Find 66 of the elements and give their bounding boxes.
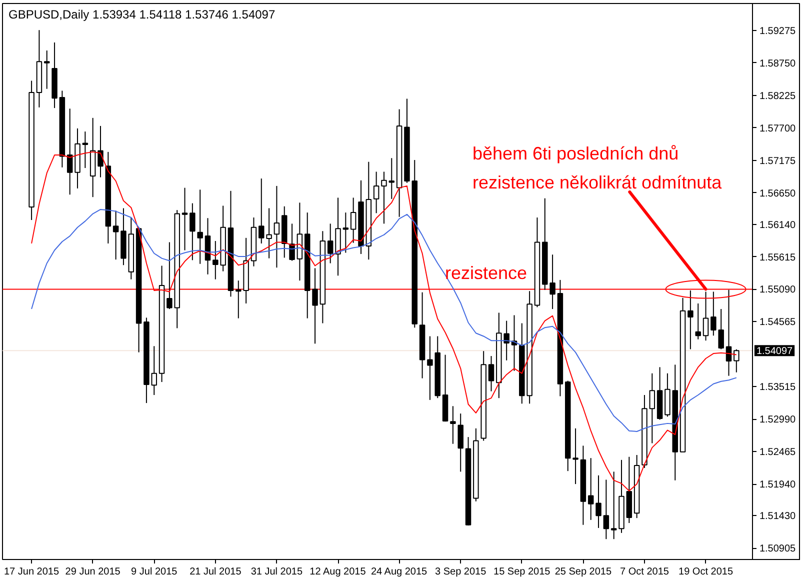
y-tick-label: 1.51430 — [759, 511, 796, 522]
chart-title: GBPUSD,Daily 1.53934 1.54118 1.53746 1.54097 — [8, 8, 276, 22]
annotation: během 6ti posledních dnů rezistence několikrát odmítnuta — [472, 143, 723, 192]
candlestick — [710, 291, 716, 336]
line-series — [31, 208, 737, 432]
y-tick-label: 1.57700 — [759, 123, 796, 134]
y-tick-label: 1.52465 — [759, 447, 796, 458]
x-tick-label: 15 Sep 2015 — [494, 566, 551, 578]
candlestick — [588, 458, 594, 520]
candlestick — [342, 212, 349, 254]
candlestick — [112, 210, 119, 260]
candlestick — [596, 474, 602, 528]
candlestick — [450, 406, 456, 444]
candlestick — [726, 289, 732, 376]
candlestick — [603, 479, 610, 540]
ref-line-label: 1.54097 — [756, 346, 794, 358]
y-tick-label: 1.58225 — [759, 90, 796, 102]
x-tick-label: 12 Aug 2015 — [310, 566, 366, 578]
x-tick-label: 19 Oct 2015 — [678, 566, 734, 578]
x-tick-label: 9 Jul 2015 — [131, 566, 178, 578]
y-tick-label: 1.55090 — [759, 284, 796, 296]
y-tick-label: 1.56140 — [759, 220, 796, 231]
candlestick — [82, 131, 88, 169]
candlestick — [289, 223, 295, 262]
candlestick — [695, 302, 701, 340]
candlestick — [702, 291, 709, 342]
x-tick-label: 17 Jun 2015 — [4, 566, 60, 578]
y-tick-label: 1.59275 — [759, 26, 796, 37]
candlestick — [381, 171, 387, 224]
candlestick — [190, 202, 196, 261]
candlestick — [66, 108, 73, 196]
annotation: rezistence — [444, 263, 528, 284]
candlestick — [350, 197, 356, 244]
y-tick-label: 1.56650 — [759, 188, 796, 200]
candlestick — [488, 356, 494, 392]
y-tick-label: 1.57175 — [759, 156, 796, 167]
candlestick — [98, 125, 104, 178]
candlestick — [44, 50, 50, 90]
candlestick — [572, 428, 578, 485]
x-tick-label: 21 Jul 2015 — [190, 566, 242, 578]
x-tick-label: 31 Jul 2015 — [250, 566, 304, 578]
x-tick-label: 7 Oct 2015 — [620, 566, 670, 578]
candlestick — [327, 223, 334, 264]
candlestick — [649, 372, 656, 444]
y-tick-label: 1.51940 — [759, 480, 796, 491]
candlestick — [182, 187, 188, 251]
candlestick — [388, 158, 395, 200]
y-tick-label: 1.55615 — [759, 252, 796, 264]
y-tick-label: 1.53515 — [759, 382, 796, 394]
x-tick-label: 3 Sep 2015 — [435, 566, 487, 578]
candlestick — [734, 348, 740, 373]
y-tick-label: 1.54565 — [759, 317, 796, 328]
candlestick — [688, 290, 694, 350]
candlestick — [197, 189, 203, 264]
y-tick-label: 1.58750 — [759, 58, 796, 70]
y-tick-label: 1.50905 — [759, 544, 796, 555]
candlestick — [458, 413, 464, 472]
x-tick-label: 25 Sep 2015 — [554, 566, 612, 578]
y-tick-label: 1.52990 — [759, 414, 796, 426]
candlestick — [312, 268, 318, 344]
candlestick — [274, 185, 280, 268]
candlestick — [373, 171, 380, 214]
candlestick — [610, 471, 617, 540]
x-tick-label: 24 Aug 2015 — [370, 566, 428, 578]
candlestick — [718, 308, 724, 350]
x-tick-label: 29 Jun 2015 — [65, 566, 121, 578]
